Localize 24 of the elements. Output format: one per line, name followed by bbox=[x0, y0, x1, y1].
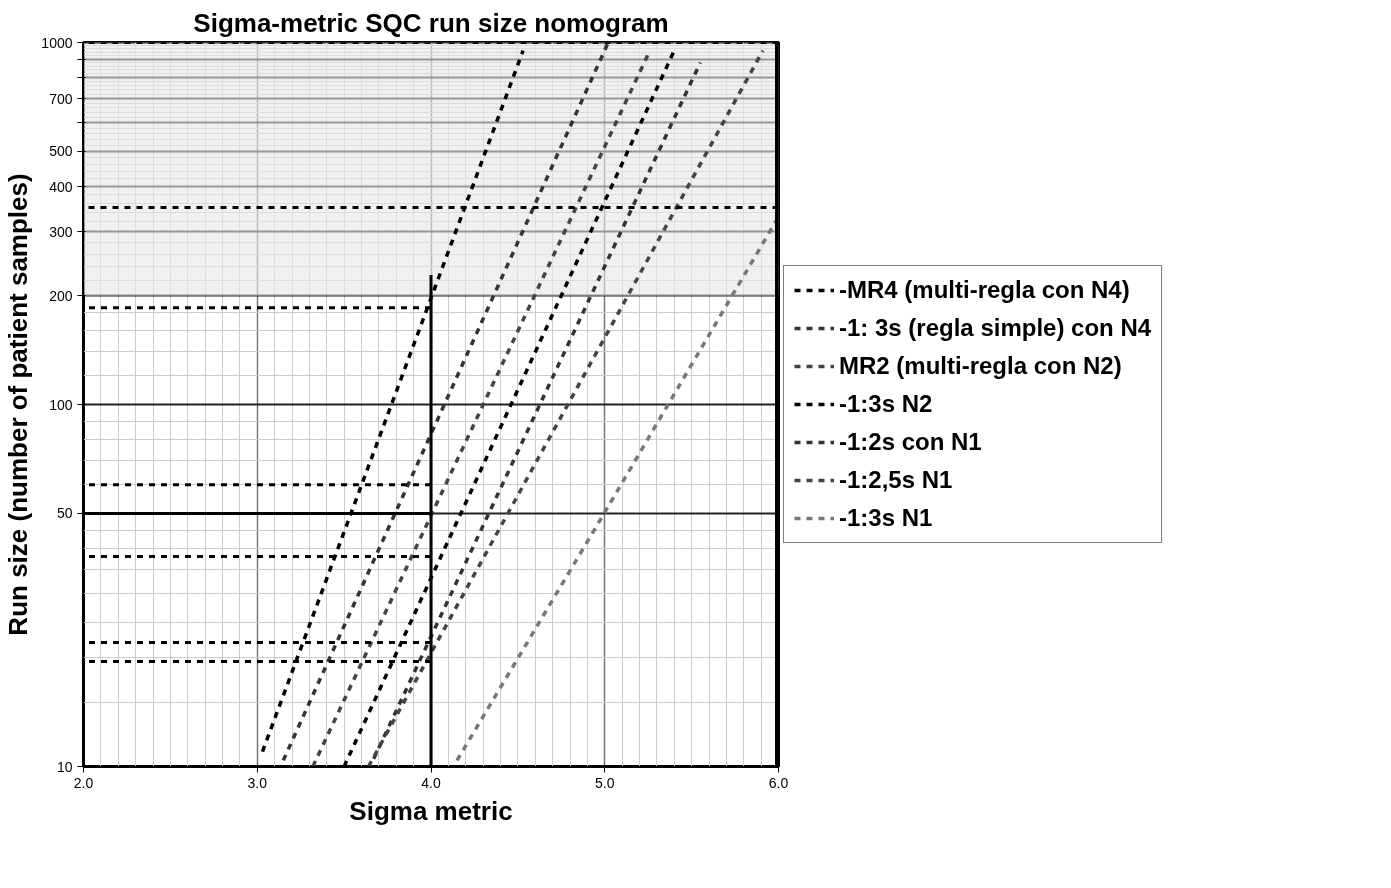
y-tick-label: 1000 bbox=[41, 34, 73, 51]
y-tick-label: 10 bbox=[56, 758, 73, 775]
x-axis-title: Sigma metric bbox=[349, 795, 513, 826]
y-tick-label: 500 bbox=[49, 143, 73, 160]
legend-label: -MR4 (multi-regla con N4) bbox=[839, 276, 1130, 304]
y-tick-label: 100 bbox=[49, 396, 73, 413]
legend-label: -1:3s N1 bbox=[839, 504, 933, 532]
x-tick-label: 6.0 bbox=[768, 774, 789, 791]
legend-label: -1:3s N2 bbox=[839, 390, 933, 418]
x-tick-label: 2.0 bbox=[73, 774, 94, 791]
x-tick-label: 3.0 bbox=[247, 774, 268, 791]
y-tick-label: 50 bbox=[56, 505, 73, 522]
chart-title: Sigma-metric SQC run size nomogram bbox=[193, 7, 669, 38]
y-axis-title: Run size (number of patient samples) bbox=[3, 173, 34, 636]
y-tick-label: 300 bbox=[49, 223, 73, 240]
y-tick-label: 200 bbox=[49, 287, 73, 304]
y-tick-label: 400 bbox=[49, 178, 73, 195]
legend-label: -1:2s con N1 bbox=[839, 428, 982, 456]
legend-label: MR2 (multi-regla con N2) bbox=[839, 352, 1122, 380]
legend-label: -1: 3s (regla simple) con N4 bbox=[839, 314, 1152, 342]
x-tick-label: 4.0 bbox=[421, 774, 441, 791]
x-tick-label: 5.0 bbox=[595, 774, 615, 791]
legend-label: -1:2,5s N1 bbox=[839, 466, 953, 494]
y-tick-label: 700 bbox=[49, 90, 73, 107]
